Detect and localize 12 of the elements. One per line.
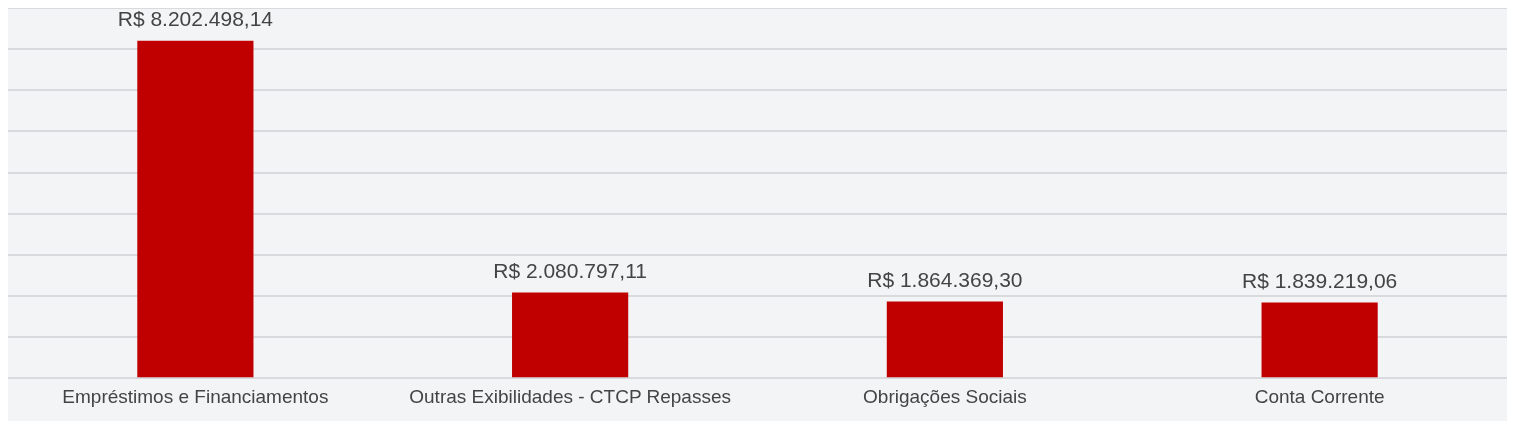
x-tick-label: Outras Exibilidades - CTCP Repasses — [409, 385, 731, 407]
x-tick-label: Conta Corrente — [1254, 385, 1385, 407]
data-label: R$ 8.202.498,14 — [117, 7, 274, 31]
x-tick-label: Empréstimos e Financiamentos — [62, 385, 329, 407]
x-tick-label: Obrigações Sociais — [863, 385, 1027, 407]
bar — [1261, 302, 1378, 378]
data-label: R$ 1.839.219,06 — [1241, 268, 1398, 292]
bar — [512, 292, 629, 378]
data-label: R$ 1.864.369,30 — [867, 267, 1023, 291]
data-label: R$ 2.080.797,11 — [493, 258, 647, 282]
bar — [137, 40, 254, 378]
bar — [886, 301, 1003, 378]
